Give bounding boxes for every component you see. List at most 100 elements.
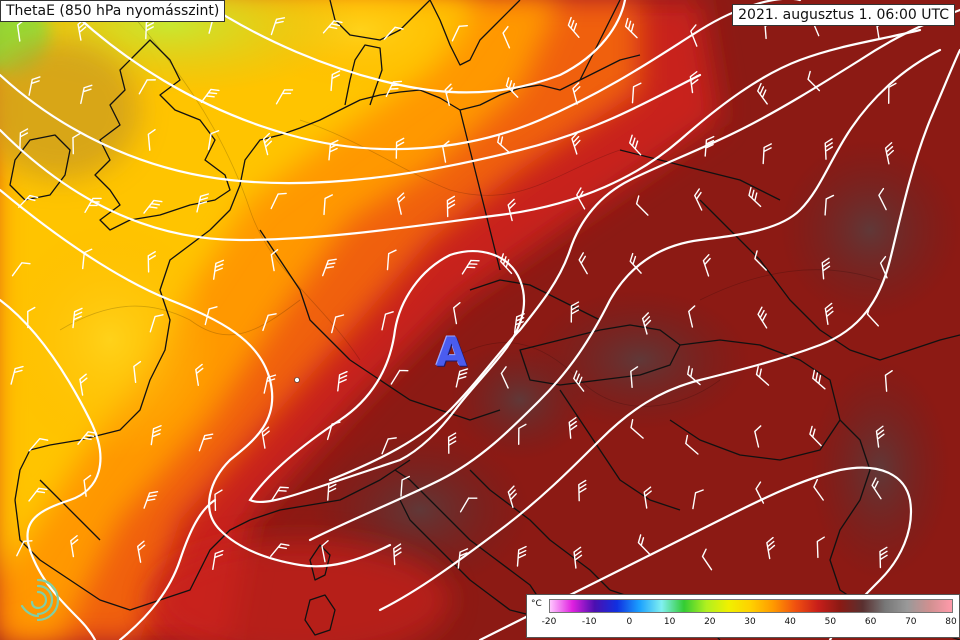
wind-barb xyxy=(748,186,762,208)
wind-barb xyxy=(694,188,703,211)
wind-barb xyxy=(637,534,651,555)
wind-barb xyxy=(630,418,644,439)
wind-barb xyxy=(875,425,885,448)
isobar-6 xyxy=(0,298,102,640)
high-pressure-label: A xyxy=(436,330,467,376)
coast-scandinavia xyxy=(329,0,431,41)
coast-france-west xyxy=(14,229,211,501)
legend-color-bar xyxy=(549,599,953,613)
legend-tick: 60 xyxy=(864,617,877,627)
wind-barb xyxy=(630,366,639,388)
wind-barb xyxy=(690,24,698,47)
wind-barb xyxy=(261,426,270,449)
wind-barb xyxy=(507,485,517,508)
field-dark-center xyxy=(450,340,590,460)
wind-barb xyxy=(27,306,36,329)
isobar-9 xyxy=(378,48,960,612)
wind-barb xyxy=(28,437,49,452)
wind-barb xyxy=(570,301,580,323)
legend-tick: -20 xyxy=(541,617,557,627)
wind-barb xyxy=(262,132,273,156)
wind-barb xyxy=(572,82,581,105)
wind-barb xyxy=(878,187,887,211)
wind-barb xyxy=(18,194,39,208)
border-iberia-internal xyxy=(39,479,101,541)
wind-barb xyxy=(573,546,583,569)
legend-tick: 0 xyxy=(626,617,633,627)
wind-barb xyxy=(80,84,93,105)
wind-barb xyxy=(631,82,642,104)
wind-barb xyxy=(270,249,279,272)
wind-barb xyxy=(500,253,513,275)
wind-barb xyxy=(147,251,156,273)
wind-barb xyxy=(72,132,81,155)
legend-tick: 40 xyxy=(784,617,796,627)
wind-barb xyxy=(461,259,480,275)
isobar-11 xyxy=(118,498,217,640)
coast-baltic xyxy=(579,0,621,81)
isobar-center xyxy=(248,250,525,504)
wind-barb xyxy=(214,489,223,511)
logo-icon xyxy=(20,578,60,622)
wind-barb xyxy=(147,128,156,151)
wind-barb xyxy=(453,302,461,325)
wind-barb xyxy=(692,489,704,510)
color-legend: °C -20 -10 0 10 20 30 40 50 60 70 80 xyxy=(526,594,960,638)
wind-barb xyxy=(270,543,290,557)
field-dark-east xyxy=(780,140,960,320)
wind-barb xyxy=(871,477,882,500)
wind-barb xyxy=(322,20,343,34)
legend-tick: 80 xyxy=(945,617,957,627)
wind-barb xyxy=(326,421,341,441)
coast-med-north xyxy=(249,459,411,521)
wind-barb xyxy=(446,195,456,218)
wind-barb xyxy=(578,252,588,275)
wind-barb xyxy=(143,199,163,214)
wind-barb xyxy=(824,302,834,325)
wind-barb xyxy=(19,128,29,150)
wind-barb xyxy=(270,192,287,210)
wind-barb xyxy=(275,89,294,105)
wind-barb xyxy=(150,425,162,446)
wind-barb xyxy=(323,194,334,216)
wind-barb xyxy=(385,80,403,98)
wind-barb xyxy=(149,314,164,333)
wind-barb xyxy=(204,306,218,326)
border-czech xyxy=(469,279,601,321)
wind-barb xyxy=(262,313,277,332)
wind-barb xyxy=(879,255,888,279)
wind-barb xyxy=(451,25,468,42)
wind-barb xyxy=(28,487,48,502)
wind-barb xyxy=(816,536,825,559)
wind-barb xyxy=(500,366,509,389)
legend-tick: 30 xyxy=(744,617,756,627)
isobar-1 xyxy=(198,0,627,94)
wind-barb xyxy=(702,254,711,277)
coast-denmark xyxy=(344,44,383,106)
wind-barb xyxy=(704,135,715,157)
wind-barb xyxy=(195,363,204,386)
wind-barb xyxy=(200,88,220,104)
legend-tick: -10 xyxy=(581,617,597,627)
wind-barb xyxy=(629,134,642,156)
wind-barb xyxy=(809,425,822,447)
wind-barb xyxy=(11,262,31,277)
wind-barb xyxy=(133,360,142,383)
wind-barb xyxy=(568,416,578,439)
coast-sardinia xyxy=(304,594,336,636)
coast-ireland xyxy=(9,134,71,201)
wind-barb xyxy=(754,250,767,271)
wind-barb xyxy=(447,432,457,454)
legend-ticks: -20 -10 0 10 20 30 40 50 60 70 80 xyxy=(542,617,957,631)
wind-barb xyxy=(70,535,79,558)
isobar-3 xyxy=(0,73,702,185)
border-ukraine xyxy=(699,199,960,361)
wind-barb xyxy=(84,197,102,214)
wind-barb xyxy=(573,370,585,392)
wind-barb xyxy=(207,130,220,151)
legend-tick: 70 xyxy=(905,617,917,627)
coast-iberia xyxy=(14,499,251,611)
wind-barb xyxy=(757,306,768,329)
wind-barb xyxy=(381,311,394,331)
